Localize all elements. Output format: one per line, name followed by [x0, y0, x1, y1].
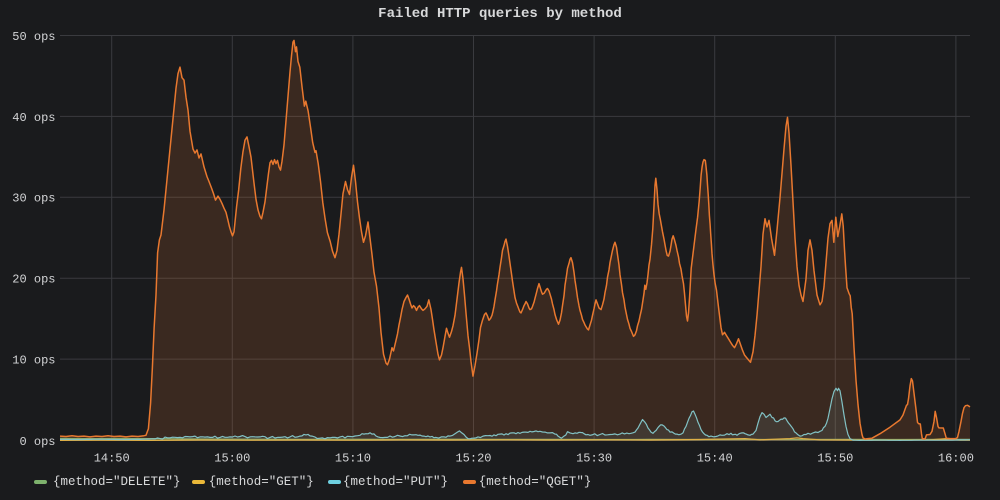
svg-text:14:50: 14:50 [94, 452, 130, 466]
svg-text:15:30: 15:30 [576, 452, 612, 466]
svg-text:0 ops: 0 ops [19, 435, 55, 449]
svg-text:10 ops: 10 ops [12, 354, 55, 368]
svg-text:40 ops: 40 ops [12, 111, 55, 125]
svg-text:15:40: 15:40 [697, 452, 733, 466]
svg-text:50 ops: 50 ops [12, 30, 55, 44]
svg-text:30 ops: 30 ops [12, 192, 55, 206]
svg-text:15:20: 15:20 [455, 452, 491, 466]
svg-text:15:50: 15:50 [817, 452, 853, 466]
svg-text:20 ops: 20 ops [12, 273, 55, 287]
svg-text:16:00: 16:00 [938, 452, 974, 466]
svg-text:15:00: 15:00 [214, 452, 250, 466]
svg-text:15:10: 15:10 [335, 452, 371, 466]
